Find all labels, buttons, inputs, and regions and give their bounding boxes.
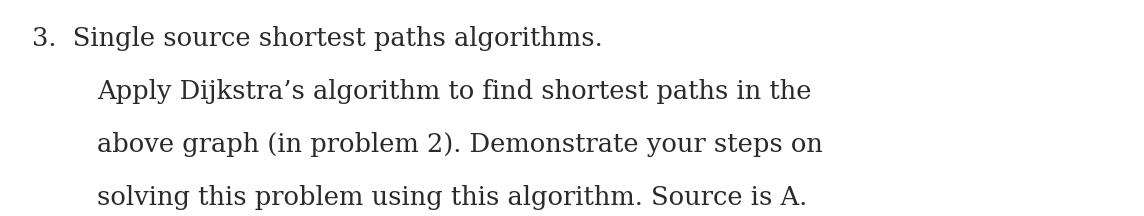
Text: Apply Dijkstra’s algorithm to find shortest paths in the: Apply Dijkstra’s algorithm to find short…: [97, 79, 812, 104]
Text: solving this problem using this algorithm. Source is A.: solving this problem using this algorith…: [97, 185, 808, 210]
Text: 3.  Single source shortest paths algorithms.: 3. Single source shortest paths algorith…: [32, 26, 603, 51]
Text: above graph (in problem 2). Demonstrate your steps on: above graph (in problem 2). Demonstrate …: [97, 132, 824, 157]
